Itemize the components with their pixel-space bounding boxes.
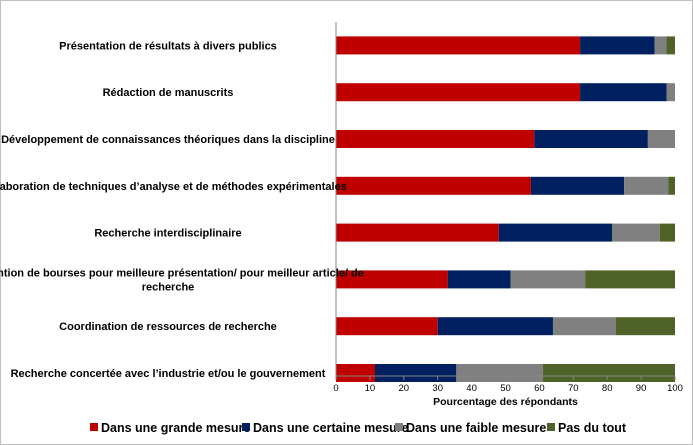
x-tick-label: 20 bbox=[399, 383, 410, 394]
legend-swatch bbox=[90, 423, 98, 431]
bar-segment-3-row-6 bbox=[510, 270, 586, 289]
category-label: Présentation de résultats à divers publi… bbox=[59, 40, 277, 52]
bar-segment-3-row-3 bbox=[647, 130, 675, 148]
bar-segment-2-row-5 bbox=[498, 223, 613, 242]
legend-label: Dans une faible mesure bbox=[406, 421, 546, 435]
x-tick-label: 40 bbox=[466, 383, 477, 394]
category-label: Rédaction de manuscrits bbox=[103, 87, 234, 99]
category-label-line: Obtention de bourses pour meilleure prés… bbox=[0, 267, 364, 279]
x-axis-title: Pourcentage des répondants bbox=[433, 396, 578, 408]
category-label-line: Coordination de ressources de recherche bbox=[59, 321, 277, 333]
category-label-line: Présentation de résultats à divers publi… bbox=[59, 40, 277, 52]
bar-segment-2-row-7 bbox=[437, 317, 553, 336]
category-label: Développement de connaissances théorique… bbox=[1, 134, 335, 146]
bar-segment-1-row-8 bbox=[336, 364, 375, 382]
bar-segment-4-row-8 bbox=[542, 364, 675, 382]
category-label: Recherche interdisciplinaire bbox=[94, 228, 241, 240]
legend-label: Dans une grande mesure bbox=[101, 421, 250, 435]
legend-swatch bbox=[242, 423, 250, 431]
category-label: Obtention de bourses pour meilleure prés… bbox=[0, 267, 364, 293]
x-tick-label: 10 bbox=[365, 383, 376, 394]
legend-swatch bbox=[547, 423, 555, 431]
legend-swatch bbox=[395, 423, 403, 431]
bar-segment-1-row-5 bbox=[336, 223, 499, 242]
x-axis: 0 10 20 30 40 50 60 70 80 90 100 bbox=[333, 22, 683, 394]
bar-segment-3-row-8 bbox=[456, 364, 543, 382]
category-label-line: Recherche concertée avec l’industrie et/… bbox=[11, 368, 326, 380]
x-tick-label: 0 bbox=[333, 383, 338, 394]
bar-segment-1-row-1 bbox=[336, 36, 581, 55]
bars-group bbox=[336, 36, 675, 382]
legend-label: Pas du tout bbox=[558, 421, 627, 435]
bar-segment-1-row-4 bbox=[336, 176, 531, 195]
bar-segment-2-row-2 bbox=[580, 83, 667, 102]
bar-segment-1-row-3 bbox=[336, 130, 535, 148]
bar-segment-3-row-7 bbox=[552, 317, 616, 336]
bar-segment-2-row-3 bbox=[534, 130, 648, 148]
x-tick-label: 80 bbox=[602, 383, 613, 394]
bar-segment-4-row-5 bbox=[659, 223, 675, 242]
x-tick-label: 30 bbox=[432, 383, 443, 394]
legend-label: Dans une certaine mesure bbox=[253, 421, 409, 435]
x-tick-label: 50 bbox=[500, 383, 511, 394]
x-tick-label: 60 bbox=[534, 383, 545, 394]
bar-segment-1-row-6 bbox=[336, 270, 448, 289]
category-label-line: Élaboration de techniques d’analyse et d… bbox=[0, 180, 347, 193]
bar-segment-1-row-2 bbox=[336, 83, 581, 102]
category-label-line: recherche bbox=[142, 281, 195, 293]
legend: Dans une grande mesure Dans une certaine … bbox=[90, 421, 627, 435]
x-tick-label: 90 bbox=[636, 383, 647, 394]
bar-segment-3-row-2 bbox=[666, 83, 675, 102]
bar-segment-3-row-5 bbox=[612, 223, 660, 242]
bar-segment-4-row-6 bbox=[585, 270, 675, 289]
x-tick-label: 70 bbox=[568, 383, 579, 394]
category-label-line: Développement de connaissances théorique… bbox=[1, 134, 335, 146]
bar-segment-2-row-4 bbox=[530, 176, 625, 195]
bar-segment-2-row-8 bbox=[374, 364, 457, 382]
category-label: Recherche concertée avec l’industrie et/… bbox=[11, 368, 326, 380]
bar-segment-4-row-4 bbox=[668, 176, 675, 195]
bar-segment-4-row-1 bbox=[666, 36, 675, 55]
category-label-line: Rédaction de manuscrits bbox=[103, 87, 234, 99]
category-label: Coordination de ressources de recherche bbox=[59, 321, 277, 333]
bar-segment-4-row-7 bbox=[615, 317, 675, 336]
bar-segment-1-row-7 bbox=[336, 317, 438, 336]
category-label-line: Recherche interdisciplinaire bbox=[94, 228, 241, 240]
bar-segment-3-row-4 bbox=[624, 176, 669, 195]
bar-segment-2-row-1 bbox=[580, 36, 655, 55]
bar-segment-2-row-6 bbox=[447, 270, 511, 289]
category-labels: Présentation de résultats à divers publi… bbox=[0, 40, 364, 380]
x-tick-label: 100 bbox=[667, 383, 683, 394]
bar-segment-3-row-1 bbox=[654, 36, 667, 55]
category-label: Élaboration de techniques d’analyse et d… bbox=[0, 180, 347, 193]
